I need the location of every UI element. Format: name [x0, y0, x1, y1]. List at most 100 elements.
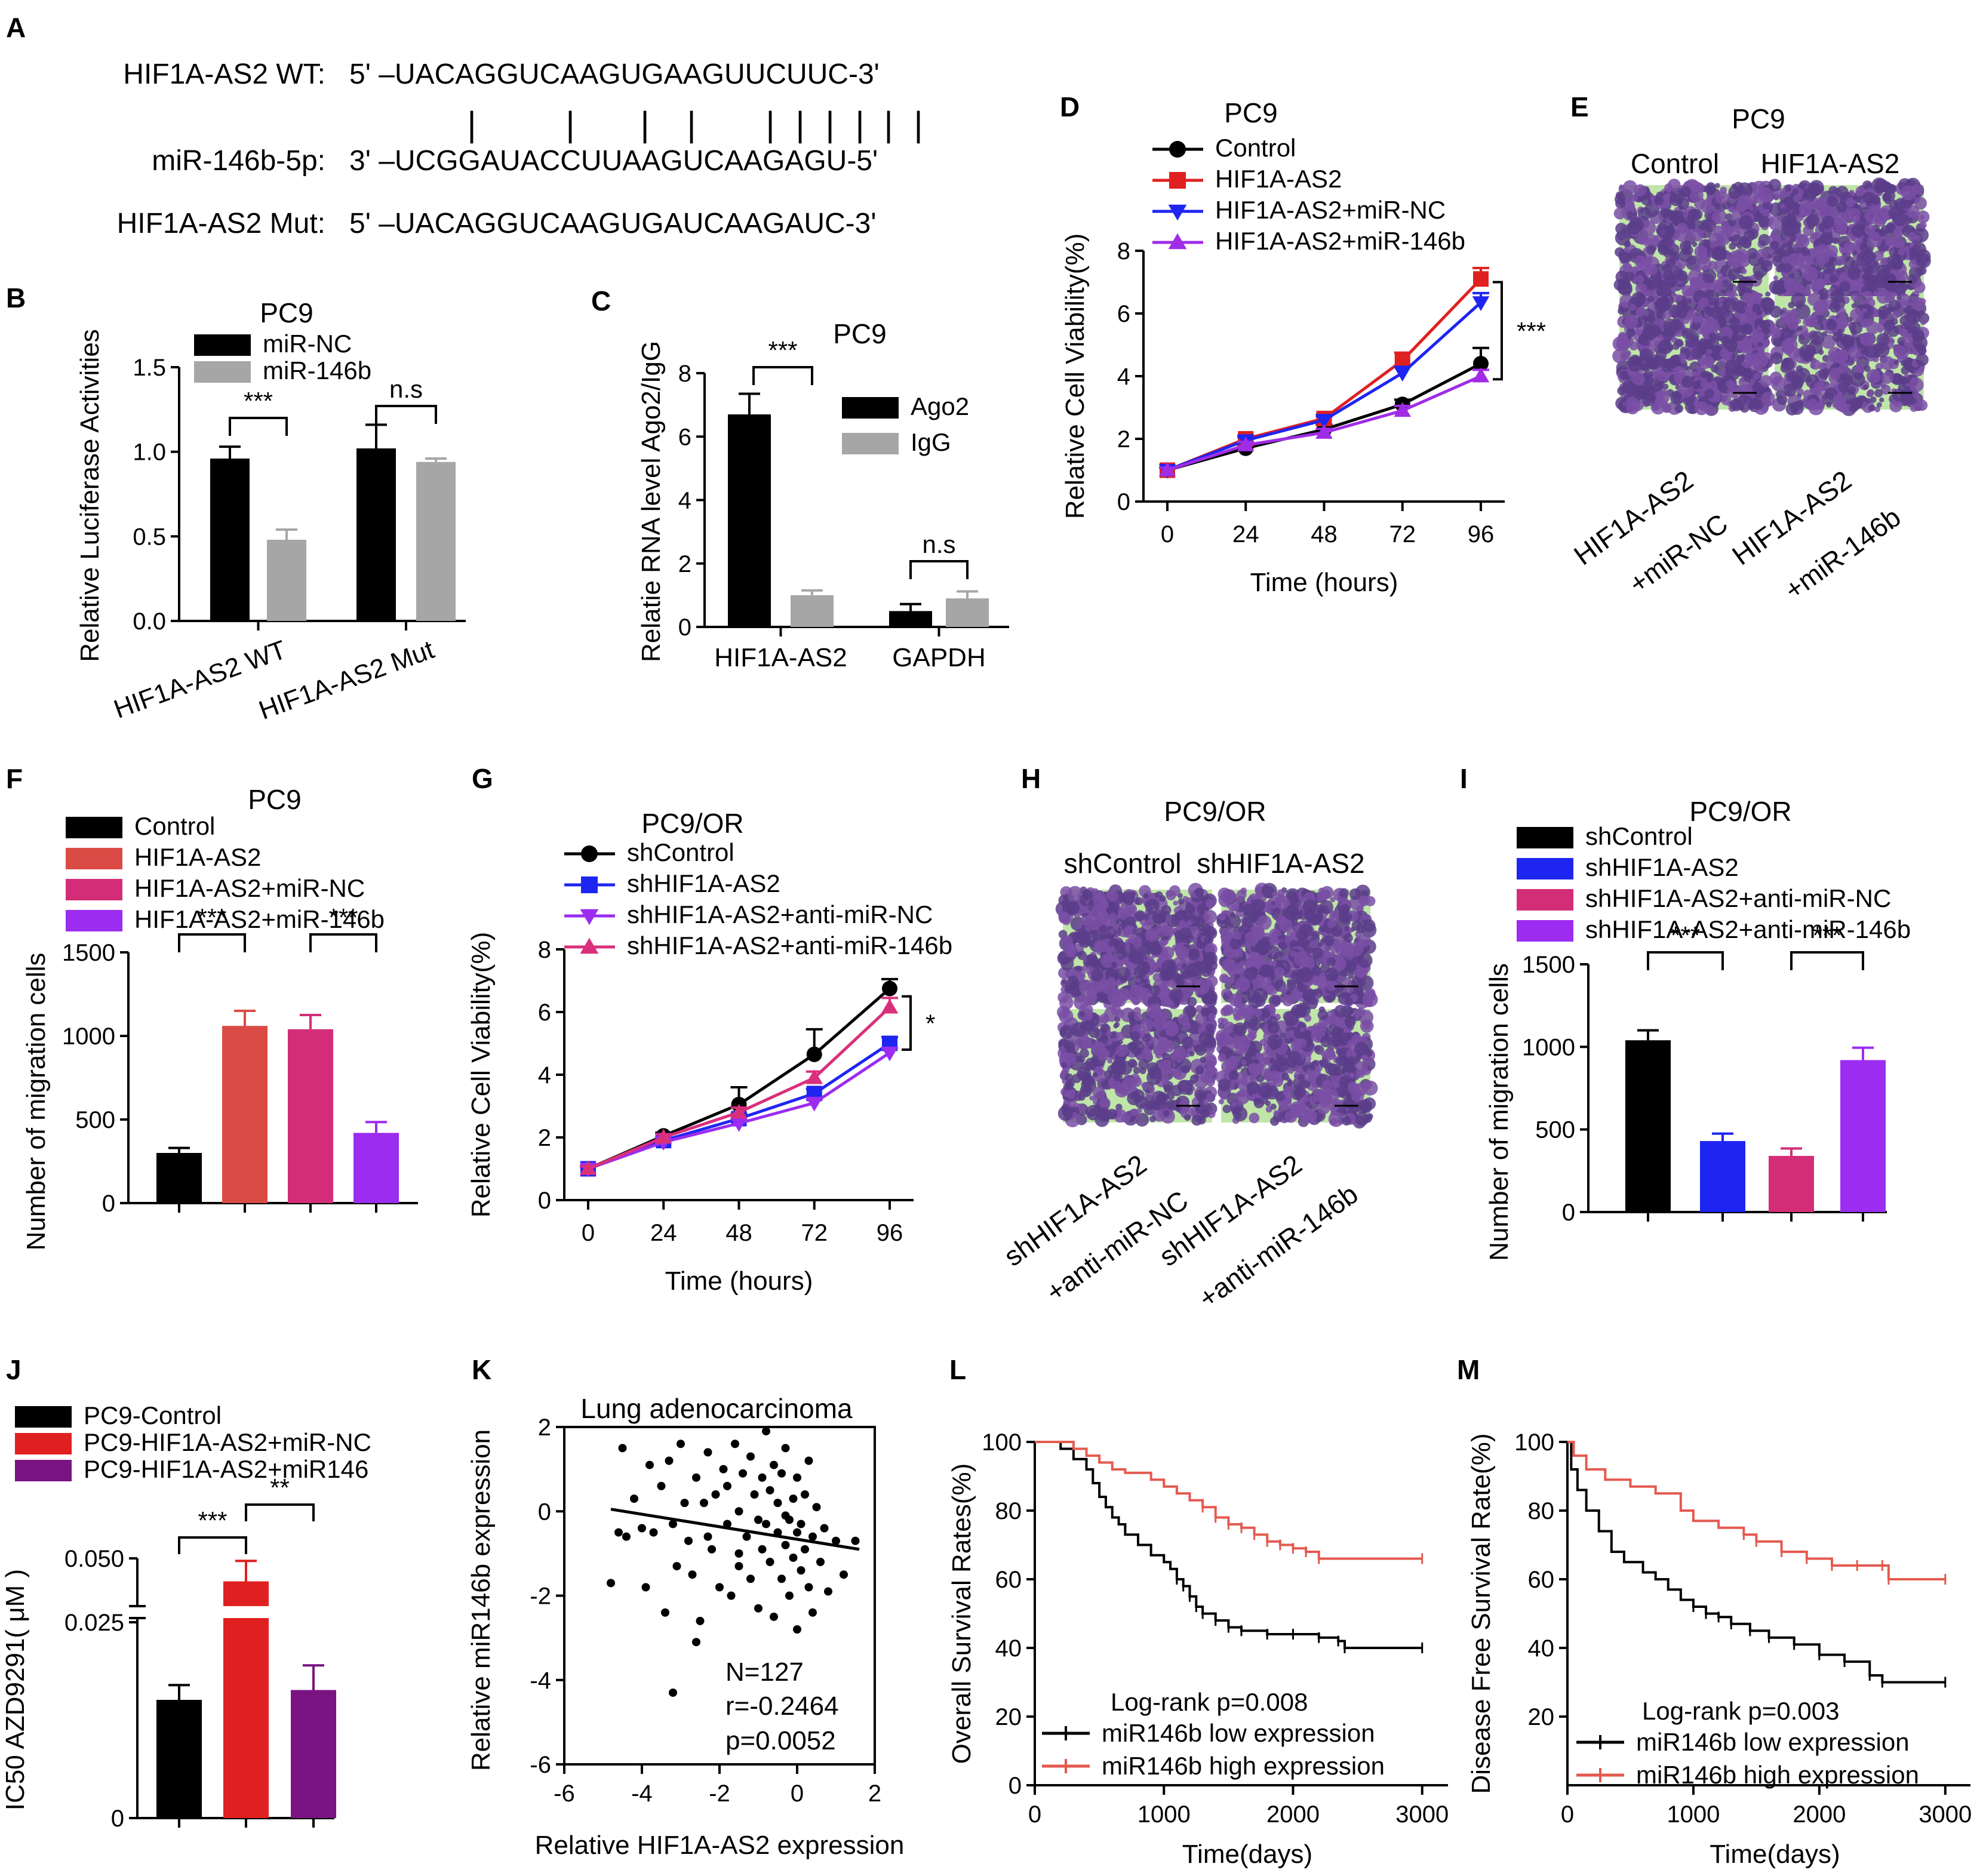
cell: [1270, 1103, 1277, 1110]
cell: [1191, 1114, 1203, 1126]
micrograph-hif1a-as2-mir-nc: [1612, 290, 1776, 416]
cell: [1887, 184, 1897, 194]
legend-ago2: Ago2: [911, 392, 969, 420]
cell: [1161, 1077, 1169, 1085]
cell: [1222, 958, 1236, 972]
data-point: [703, 1448, 712, 1457]
cell: [1848, 346, 1862, 359]
significance-bracket: [1790, 951, 1864, 970]
cell: [1748, 401, 1756, 409]
panel-label-h: H: [1021, 763, 1041, 794]
cell: [1161, 924, 1173, 937]
cell: [1807, 398, 1818, 408]
data-point: [793, 1528, 801, 1537]
data-point: [649, 1528, 658, 1537]
cell: [1135, 897, 1143, 906]
cell: [1793, 283, 1804, 294]
data-point: [812, 1503, 821, 1512]
cell: [1169, 980, 1176, 988]
cell: [1866, 201, 1871, 207]
cell: [1834, 217, 1840, 224]
y-tick-label: 20: [995, 1704, 1022, 1730]
panel-label-d: D: [1060, 91, 1080, 122]
x-axis-title: Time (hours): [665, 1266, 813, 1296]
point-marker: [881, 998, 899, 1014]
data-point: [773, 1499, 782, 1508]
cell: [1092, 1072, 1098, 1078]
cell: [1200, 1074, 1207, 1082]
data-point: [765, 1558, 774, 1566]
cell: [1287, 1051, 1302, 1065]
cell: [1235, 977, 1250, 992]
cell: [1287, 1067, 1295, 1074]
mir-sequence: 3' –UCGGAUACCUUAAGUCAAGAGU-5': [349, 145, 878, 177]
cell: [1628, 357, 1643, 372]
y-axis-title: IC50 AZD9291( μM ): [1, 1569, 30, 1810]
bar: [291, 1690, 336, 1818]
cell: [1116, 967, 1131, 981]
cell: [1867, 232, 1883, 248]
cell: [1662, 330, 1673, 341]
cell: [1705, 405, 1715, 414]
cell: [1838, 363, 1849, 374]
cell: [1656, 311, 1664, 319]
cell: [1662, 402, 1671, 411]
data-point: [746, 1574, 755, 1583]
cell: [1113, 1072, 1123, 1082]
cell: [1873, 275, 1887, 288]
cell: [1079, 936, 1091, 948]
cell: [1109, 954, 1119, 965]
cell: [1773, 275, 1778, 281]
cell: [1273, 1110, 1280, 1116]
data-point: [739, 1469, 747, 1478]
x-tick-label: 0: [582, 1220, 595, 1246]
cell: [1081, 965, 1087, 971]
cell: [1849, 189, 1855, 195]
data-point: [762, 1427, 770, 1436]
data-point: [781, 1540, 790, 1549]
legend-ago2-swatch: [842, 397, 899, 419]
cell: [1141, 1018, 1154, 1031]
cell: [1709, 345, 1724, 361]
cell: [1104, 1070, 1112, 1078]
cell: [1654, 196, 1664, 206]
y-tick-label: 0: [111, 1806, 124, 1832]
cell: [1683, 330, 1689, 336]
cell: [1323, 935, 1335, 947]
cell: [1253, 1008, 1262, 1017]
cell: [1646, 245, 1656, 255]
cell: [1194, 1044, 1207, 1056]
cell: [1821, 334, 1836, 349]
cell: [1161, 980, 1168, 987]
cell: [1219, 1091, 1228, 1100]
cell: [1195, 917, 1205, 927]
cell: [1702, 219, 1717, 233]
y-tick-label: 1000: [62, 1023, 115, 1050]
cell: [1704, 388, 1714, 398]
cell: [1317, 942, 1323, 947]
cell: [1696, 353, 1702, 359]
cell: [1803, 318, 1812, 327]
cell: [1787, 253, 1801, 267]
cell: [1871, 195, 1881, 205]
cell: [1844, 241, 1855, 251]
cell: [1655, 298, 1670, 313]
x-tick-label: 0: [1561, 1801, 1574, 1828]
cell: [1624, 349, 1631, 357]
cell: [1892, 211, 1908, 226]
cell: [1114, 1083, 1129, 1098]
cell: [1317, 891, 1327, 902]
cell: [1145, 928, 1159, 942]
cell: [1806, 377, 1812, 383]
cell: [1271, 995, 1281, 1005]
x-tick-label: 3000: [1395, 1801, 1449, 1828]
cell: [1756, 248, 1768, 260]
cell: [1847, 267, 1861, 280]
cell: [1205, 899, 1215, 909]
cell: [1728, 273, 1736, 282]
cell: [1892, 228, 1902, 238]
cell: [1232, 1106, 1248, 1122]
cell: [1916, 253, 1931, 269]
